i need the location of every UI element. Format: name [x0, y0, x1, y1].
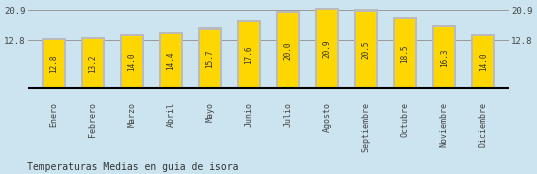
Bar: [393, 17, 417, 88]
Text: 12.8: 12.8: [49, 55, 59, 73]
Text: 14.4: 14.4: [166, 52, 176, 70]
Bar: [159, 32, 183, 88]
Text: Temperaturas Medias en guia de isora: Temperaturas Medias en guia de isora: [27, 162, 238, 172]
Text: 18.5: 18.5: [401, 44, 410, 63]
Bar: [239, 22, 259, 88]
Bar: [471, 34, 495, 88]
Text: 20.9: 20.9: [323, 40, 331, 58]
Bar: [81, 37, 105, 88]
Bar: [161, 34, 180, 88]
Bar: [42, 38, 66, 88]
Bar: [276, 11, 300, 88]
Text: 17.6: 17.6: [244, 46, 253, 64]
Text: 20.0: 20.0: [284, 41, 293, 60]
Bar: [237, 20, 261, 88]
Bar: [317, 10, 337, 88]
Bar: [200, 30, 220, 88]
Bar: [357, 12, 376, 88]
Bar: [434, 27, 454, 88]
Bar: [198, 27, 222, 88]
Bar: [122, 36, 142, 88]
Bar: [395, 19, 415, 88]
Bar: [44, 40, 63, 88]
Text: 20.5: 20.5: [361, 41, 371, 59]
Bar: [120, 34, 144, 88]
Bar: [315, 8, 339, 88]
Bar: [83, 39, 103, 88]
Bar: [278, 13, 298, 88]
Bar: [474, 36, 493, 88]
Bar: [432, 25, 456, 88]
Text: 16.3: 16.3: [440, 48, 448, 67]
Text: 14.0: 14.0: [478, 53, 488, 71]
Text: 14.0: 14.0: [127, 53, 136, 71]
Text: 15.7: 15.7: [206, 50, 214, 68]
Bar: [354, 9, 378, 88]
Text: 13.2: 13.2: [89, 54, 97, 73]
